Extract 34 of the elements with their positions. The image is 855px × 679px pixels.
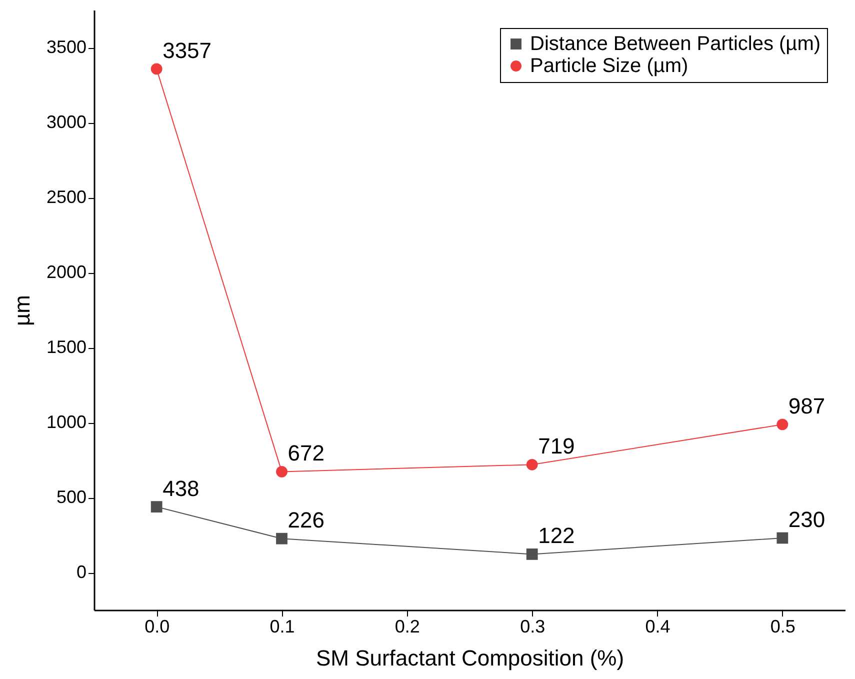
y-axis-title: µm	[9, 294, 34, 326]
x-axis-title: SM Surfactant Composition (%)	[316, 646, 624, 670]
data-label: 122	[538, 523, 575, 548]
x-tick-label: 0.3	[520, 616, 546, 636]
x-tick-label: 0.2	[394, 616, 420, 636]
y-tick-label: 2500	[46, 187, 86, 207]
point	[150, 63, 162, 75]
point	[526, 458, 538, 470]
x-tick-label: 0.4	[645, 616, 670, 636]
data-label: 719	[538, 434, 575, 459]
y-tick-label: 1500	[46, 337, 86, 357]
data-label: 226	[288, 508, 324, 533]
y-tick-label: 1000	[46, 412, 86, 432]
x-tick-label: 0.0	[144, 616, 170, 636]
data-label: 987	[788, 393, 826, 418]
point	[526, 548, 538, 560]
x-tick-label: 0.5	[770, 616, 796, 636]
data-label: 230	[788, 507, 826, 532]
point	[776, 532, 788, 544]
y-tick-label: 3000	[46, 112, 86, 132]
point	[776, 418, 788, 430]
legend-label: Distance Between Particles (µm)	[530, 33, 821, 55]
data-label: 438	[162, 476, 200, 501]
y-tick-label: 3500	[46, 37, 86, 57]
y-tick-label: 500	[56, 487, 86, 507]
y-tick-label: 0	[76, 562, 86, 582]
data-label: 3357	[162, 38, 212, 63]
x-tick-label: 0.1	[270, 616, 295, 636]
point	[150, 501, 162, 512]
point	[276, 532, 288, 544]
legend-label: Particle Size (µm)	[530, 55, 688, 77]
y-tick-label: 2000	[46, 262, 86, 282]
data-label: 672	[288, 440, 324, 466]
point	[276, 466, 288, 478]
